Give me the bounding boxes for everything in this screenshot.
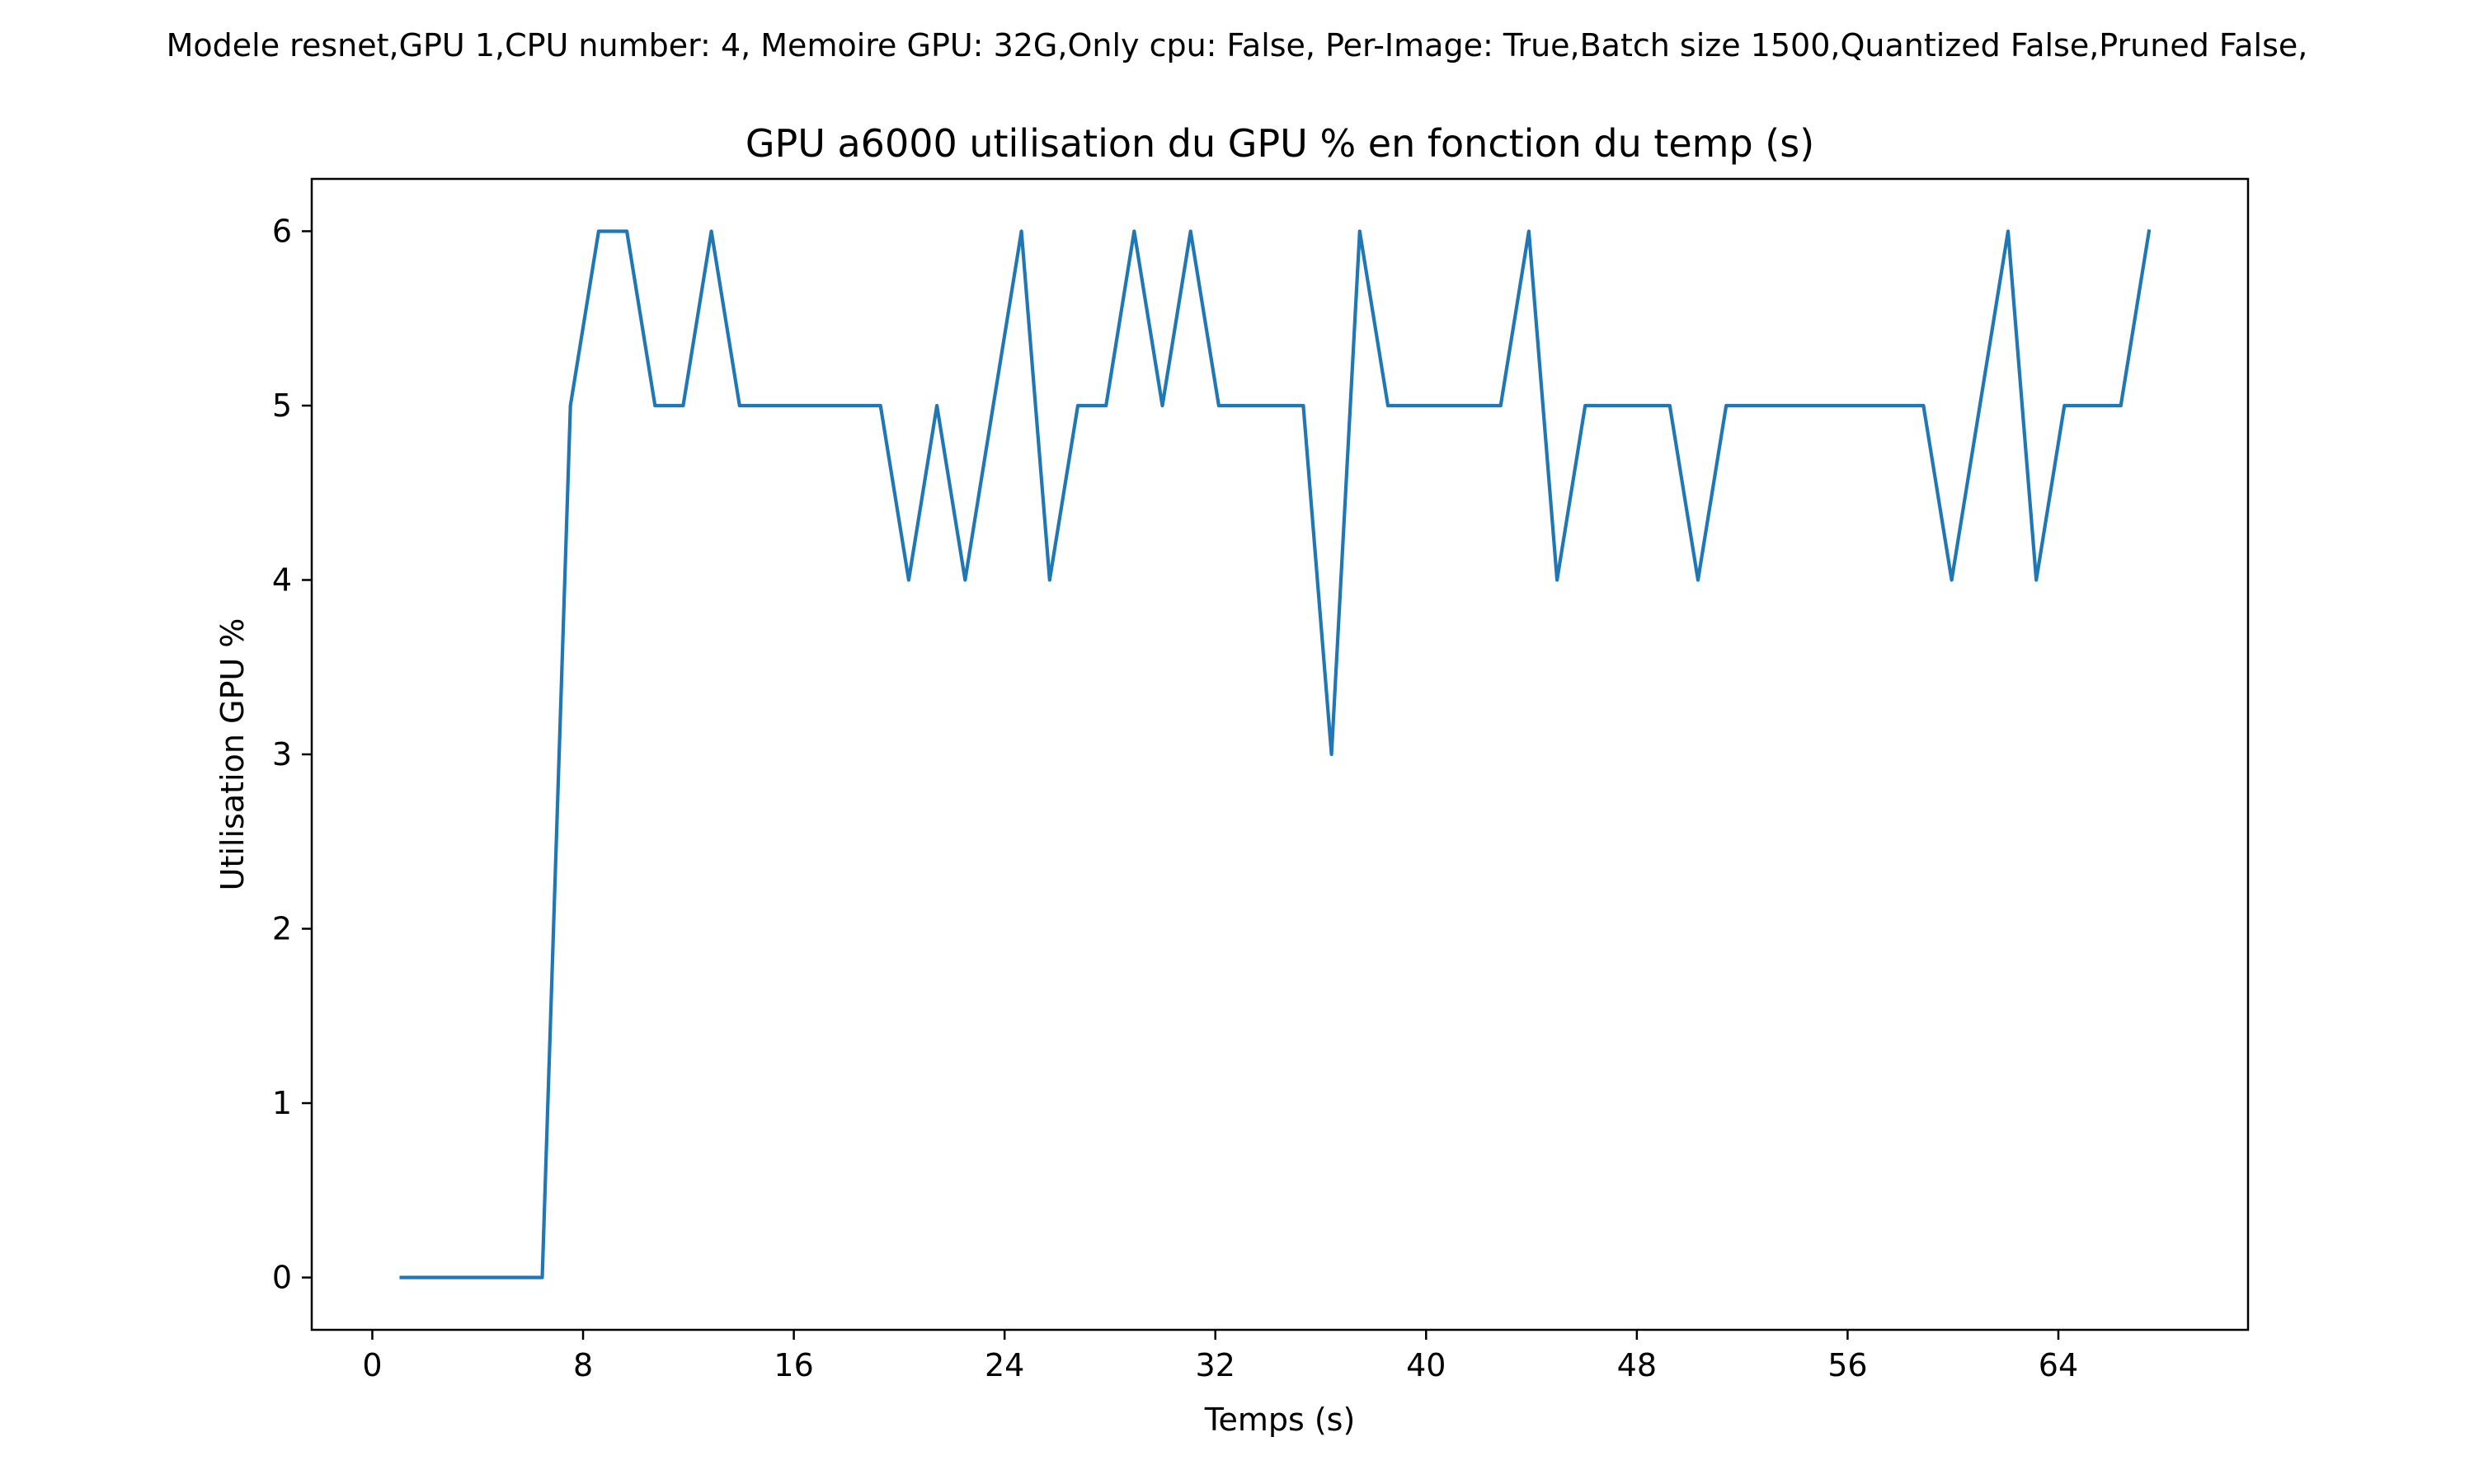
- chart-title: GPU a6000 utilisation du GPU % en foncti…: [745, 121, 1814, 166]
- y-tick-label: 3: [272, 736, 292, 773]
- x-tick-label: 32: [1196, 1347, 1235, 1383]
- x-tick-label: 64: [2039, 1347, 2078, 1383]
- x-tick-label: 16: [774, 1347, 813, 1383]
- x-tick-label: 8: [573, 1347, 593, 1383]
- x-tick-label: 0: [362, 1347, 382, 1383]
- x-tick-label: 40: [1406, 1347, 1446, 1383]
- y-axis-label: Utilisation GPU %: [214, 618, 251, 891]
- y-tick-label: 2: [272, 911, 292, 947]
- axes-frame: [310, 177, 2250, 1331]
- chart-suptitle: Modele resnet,GPU 1,CPU number: 4, Memoi…: [167, 27, 2308, 63]
- y-axis: 0 1 2 3 4 5 6: [272, 213, 312, 1296]
- x-axis-label: Temps (s): [1204, 1402, 1356, 1438]
- x-tick-label: 48: [1617, 1347, 1657, 1383]
- y-tick-label: 5: [272, 387, 292, 424]
- y-tick-label: 1: [272, 1085, 292, 1121]
- x-axis: 0 8 16 24 32 40 48 56 64: [362, 1330, 2078, 1383]
- y-tick-label: 4: [272, 561, 292, 598]
- series-line: [399, 229, 2152, 1280]
- y-tick-label: 6: [272, 213, 292, 249]
- plot-area: [399, 229, 2152, 1280]
- y-tick-label: 0: [272, 1260, 292, 1296]
- x-tick-label: 56: [1827, 1347, 1867, 1383]
- x-tick-label: 24: [985, 1347, 1024, 1383]
